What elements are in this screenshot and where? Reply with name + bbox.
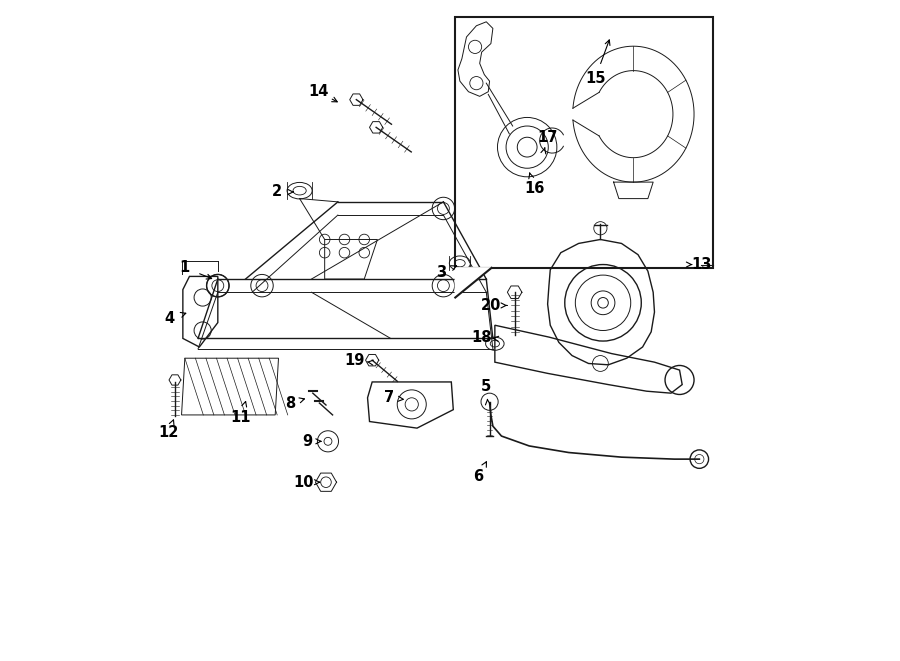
Text: 5: 5 bbox=[482, 379, 491, 394]
Text: 10: 10 bbox=[293, 475, 314, 490]
Text: 13: 13 bbox=[692, 257, 712, 272]
Text: 15: 15 bbox=[585, 71, 606, 86]
Text: 7: 7 bbox=[384, 390, 394, 405]
Text: 17: 17 bbox=[537, 130, 558, 145]
Text: 8: 8 bbox=[285, 395, 295, 410]
Text: 2: 2 bbox=[272, 184, 283, 200]
Text: 18: 18 bbox=[472, 330, 492, 344]
Text: 12: 12 bbox=[158, 425, 178, 440]
Text: 16: 16 bbox=[524, 181, 544, 196]
Text: 3: 3 bbox=[436, 265, 446, 280]
Text: 20: 20 bbox=[481, 298, 501, 313]
Text: 14: 14 bbox=[308, 84, 328, 99]
Bar bbox=[455, 17, 713, 268]
Text: 4: 4 bbox=[165, 311, 175, 326]
Text: 19: 19 bbox=[344, 353, 364, 368]
Polygon shape bbox=[455, 268, 491, 297]
Text: 9: 9 bbox=[302, 434, 312, 449]
Text: 6: 6 bbox=[473, 469, 483, 485]
Text: 1: 1 bbox=[180, 260, 190, 276]
Text: 11: 11 bbox=[230, 410, 251, 425]
